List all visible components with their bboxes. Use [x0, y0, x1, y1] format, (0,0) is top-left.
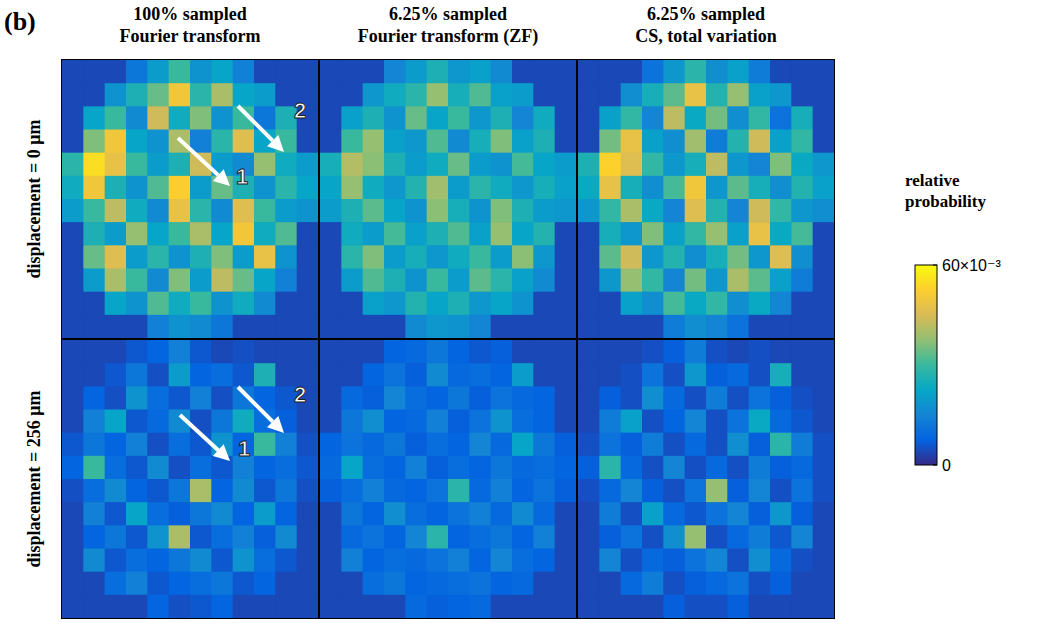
svg-text:0: 0 [942, 457, 951, 474]
svg-text:6.25% sampledCS, total variati: 6.25% sampledCS, total variation [635, 4, 777, 46]
svg-text:2: 2 [294, 98, 306, 123]
svg-text:relativeprobability: relativeprobability [905, 171, 986, 211]
svg-text:6.25% sampledFourier transform: 6.25% sampledFourier transform (ZF) [358, 4, 539, 47]
svg-text:1: 1 [236, 164, 248, 189]
svg-text:60×10⁻³: 60×10⁻³ [942, 257, 1001, 274]
svg-text:displacement = 0 μm: displacement = 0 μm [24, 120, 44, 279]
svg-text:displacement = 256 μm: displacement = 256 μm [24, 391, 44, 568]
svg-text:1: 1 [238, 436, 250, 461]
svg-text:100% sampledFourier transform: 100% sampledFourier transform [119, 4, 260, 46]
svg-text:2: 2 [294, 382, 306, 407]
svg-text:(b): (b) [4, 7, 36, 36]
